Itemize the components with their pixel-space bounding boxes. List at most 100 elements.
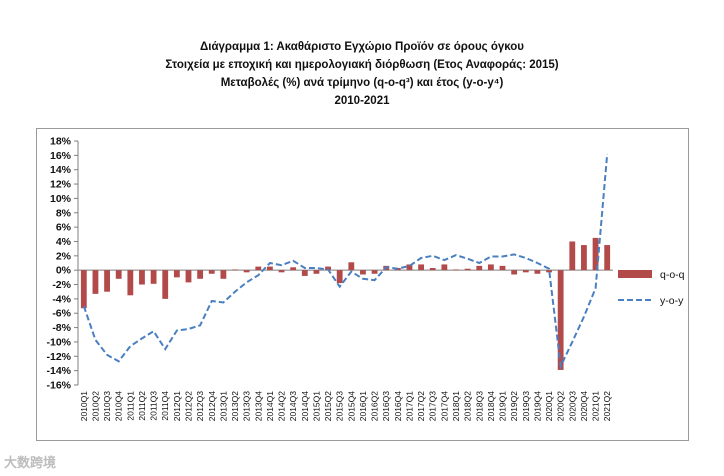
x-tick-label: 2018Q2 (463, 391, 473, 422)
x-tick-label: 2010Q2 (90, 391, 100, 422)
x-tick-label: 2012Q2 (183, 391, 193, 422)
x-tick-label: 2014Q1 (265, 391, 275, 422)
y-tick-label: -10% (46, 336, 71, 348)
bar-2013Q1 (220, 270, 227, 279)
x-tick-label: 2010Q3 (102, 391, 112, 422)
x-tick-label: 2016Q3 (381, 391, 391, 422)
chart-title-block: Διάγραμμα 1: Ακαθάριστο Εγχώριο Προϊόν σ… (0, 38, 724, 110)
y-tick-label: 16% (50, 150, 72, 162)
x-tick-label: 2011Q1 (125, 391, 135, 421)
bar-2018Q4 (487, 264, 494, 271)
y-tick-label: -16% (46, 380, 71, 392)
x-tick-label: 2018Q3 (474, 391, 484, 422)
x-tick-label: 2010Q1 (79, 391, 89, 422)
bar-2020Q4 (581, 245, 587, 271)
bar-2018Q1 (453, 269, 459, 271)
bar-2018Q2 (464, 268, 471, 271)
watermark-logo: 大数跨境 (4, 455, 57, 470)
bar-2021Q2 (604, 245, 611, 271)
x-tick-label: 2013Q4 (253, 391, 263, 422)
bar-2021Q1 (592, 237, 599, 271)
x-tick-label: 2012Q4 (207, 391, 217, 422)
bar-2015Q1 (313, 270, 320, 274)
x-tick-label: 2011Q3 (149, 391, 159, 421)
x-tick-label: 2020Q3 (567, 391, 577, 422)
bar-2017Q2 (418, 264, 425, 271)
x-tick-label: 2013Q3 (242, 391, 252, 422)
bar-2011Q3 (150, 270, 157, 284)
y-tick-label: 12% (50, 179, 72, 191)
bar-2019Q3 (522, 270, 529, 273)
bar-2020Q3 (569, 241, 576, 271)
x-tick-label: 2017Q3 (428, 391, 438, 422)
bar-2015Q3 (336, 270, 343, 284)
bar-2015Q4 (348, 262, 355, 271)
y-tick-label: 14% (50, 164, 72, 176)
bar-2017Q1 (406, 264, 413, 271)
x-tick-label: 2016Q2 (370, 391, 380, 422)
bar-2014Q4 (301, 270, 308, 276)
x-tick-label: 2012Q3 (195, 391, 205, 422)
bar-2011Q1 (127, 270, 134, 296)
x-tick-label: 2019Q1 (498, 391, 508, 422)
yoy-series-line (82, 153, 609, 370)
chart-title-line-1: Διάγραμμα 1: Ακαθάριστο Εγχώριο Προϊόν σ… (199, 41, 524, 53)
bar-2020Q1 (546, 270, 552, 273)
x-tick-label: 2015Q4 (346, 391, 356, 422)
bar-2012Q1 (173, 270, 180, 278)
bar-2018Q3 (476, 265, 483, 271)
bar-2012Q4 (208, 270, 215, 274)
bar-2010Q4 (115, 270, 122, 279)
x-tick-label: 2020Q2 (556, 391, 566, 422)
y-tick-label: 2% (56, 250, 72, 262)
x-tick-label: 2019Q3 (521, 391, 531, 422)
y-tick-label: 6% (56, 222, 72, 234)
bar-2013Q2 (232, 269, 238, 271)
x-tick-label: 2018Q1 (451, 391, 461, 422)
y-tick-label: 18% (50, 136, 72, 148)
x-tick-label: 2017Q2 (416, 391, 426, 422)
bar-2012Q3 (197, 270, 204, 279)
x-tick-label: 2017Q1 (404, 391, 414, 422)
y-tick-label: -4% (52, 293, 71, 305)
y-tick-label: 4% (56, 236, 72, 248)
legend-label-qoq: q-o-q (660, 269, 685, 281)
bar-2017Q3 (429, 268, 436, 271)
x-tick-label: 2014Q2 (277, 391, 287, 422)
bar-2019Q1 (499, 265, 506, 271)
bar-2010Q3 (104, 270, 110, 292)
y-tick-label: -14% (46, 365, 71, 377)
y-tick-label: -2% (52, 279, 71, 291)
y-tick-label: -8% (52, 322, 71, 334)
x-tick-label: 2020Q4 (579, 391, 589, 422)
bar-2010Q1 (80, 270, 87, 309)
x-tick-label: 2021Q1 (591, 391, 601, 422)
x-tick-label: 2020Q1 (544, 391, 554, 422)
x-tick-label: 2012Q1 (172, 391, 182, 422)
chart-title-line-4: 2010-2021 (334, 95, 390, 107)
x-tick-label: 2016Q1 (358, 391, 368, 422)
bar-2016Q1 (360, 270, 366, 275)
x-tick-label: 2011Q2 (137, 391, 147, 421)
x-tick-label: 2015Q2 (323, 391, 333, 422)
chart-title-line-3: Μεταβολές (%) ανά τρίμηνο (q-o-q³) και έ… (220, 77, 504, 89)
bar-2012Q2 (185, 270, 192, 283)
bar-2017Q4 (441, 264, 448, 271)
x-tick-label: 2014Q4 (300, 391, 310, 422)
x-tick-label: 2013Q1 (218, 391, 228, 422)
bar-2015Q2 (325, 266, 331, 271)
chart-frame (36, 128, 689, 441)
x-tick-label: 2011Q4 (160, 391, 170, 421)
bar-2013Q3 (243, 270, 250, 273)
bar-2014Q3 (290, 267, 297, 271)
y-tick-label: 8% (56, 207, 72, 219)
x-tick-label: 2021Q2 (602, 391, 612, 422)
x-tick-label: 2015Q1 (311, 391, 321, 422)
x-tick-label: 2010Q4 (114, 391, 124, 422)
x-tick-label: 2017Q4 (439, 391, 449, 422)
y-tick-label: 0% (56, 265, 72, 277)
bar-2010Q2 (92, 270, 99, 294)
bar-2011Q4 (162, 270, 169, 299)
bar-2014Q1 (266, 266, 273, 271)
